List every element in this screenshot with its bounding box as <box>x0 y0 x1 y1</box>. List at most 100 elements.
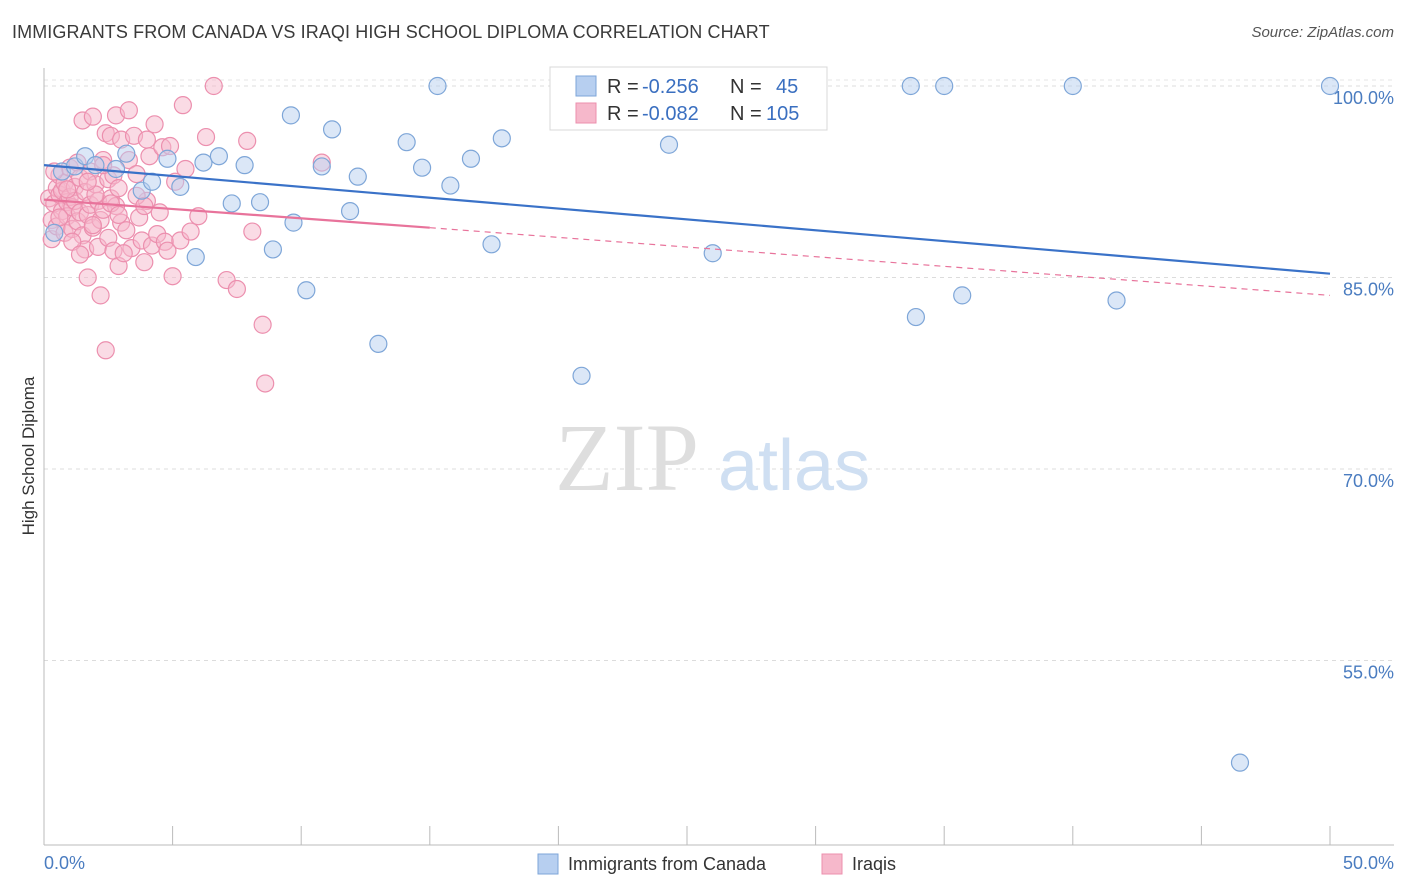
iraqis-point-78 <box>181 222 200 241</box>
trend-line-canada <box>43 164 1331 275</box>
iraqis-point-56 <box>119 101 138 120</box>
canada-point-5 <box>106 159 126 179</box>
canada-point-20 <box>297 281 316 300</box>
iraqis-point-29 <box>78 268 97 287</box>
iraqis-point-32 <box>83 107 102 126</box>
canada-point-0 <box>45 223 64 242</box>
canada-point-43 <box>1230 753 1250 772</box>
canada-point-16 <box>250 193 270 212</box>
canada-point-35 <box>703 244 722 263</box>
iraqis-point-73 <box>163 267 182 286</box>
iraqis-point-87 <box>256 374 275 393</box>
trend-line-iraqis-extension <box>429 227 1331 296</box>
canada-point-40 <box>953 286 972 305</box>
canada-point-4 <box>86 156 105 175</box>
canada-point-12 <box>194 153 213 172</box>
y-tick-labels: 100.0% 85.0% 70.0% 55.0% <box>1333 88 1394 683</box>
canada-point-9 <box>158 149 177 168</box>
canada-point-39 <box>935 76 954 96</box>
canada-point-26 <box>397 133 416 152</box>
canada-point-23 <box>340 202 360 221</box>
iraqis-point-76 <box>173 96 192 115</box>
iraqis-point-101 <box>109 205 128 225</box>
watermark-atlas: atlas <box>718 426 870 506</box>
iraqis-point-55 <box>117 221 136 240</box>
series-iraqis <box>40 76 331 393</box>
iraqis-point-52 <box>109 179 128 198</box>
iraqis-point-99 <box>137 130 156 149</box>
canada-point-27 <box>412 158 432 177</box>
y-tick-label-1: 85.0% <box>1343 280 1394 300</box>
source-credit: Source: ZipAtlas.com <box>1251 24 1394 41</box>
canada-point-37 <box>901 76 920 96</box>
legend-n-label-iraqis: N = <box>730 103 762 125</box>
iraqis-point-98 <box>114 244 133 263</box>
legend-n-value-iraqis: 105 <box>766 103 799 125</box>
bottom-legend: Immigrants from Canada Iraqis <box>537 853 896 875</box>
iraqis-point-77 <box>176 159 195 179</box>
bottom-legend-label-iraqis: Iraqis <box>852 854 896 874</box>
iraqis-point-42 <box>96 341 115 360</box>
canada-point-32 <box>492 129 511 148</box>
bottom-legend-label-canada: Immigrants from Canada <box>568 854 767 874</box>
canada-point-41 <box>1063 76 1082 96</box>
canada-point-25 <box>369 334 388 353</box>
iraqis-point-67 <box>145 115 164 134</box>
iraqis-point-86 <box>253 315 272 334</box>
iraqis-point-80 <box>196 127 216 147</box>
canada-point-13 <box>209 147 228 166</box>
iraqis-point-83 <box>227 279 246 299</box>
iraqis-point-95 <box>83 216 102 235</box>
bottom-legend-swatch-iraqis <box>821 853 843 875</box>
x-ticks <box>43 826 1331 845</box>
canada-point-17 <box>263 240 283 259</box>
canada-point-10 <box>171 177 190 196</box>
legend-swatch-canada <box>575 75 597 97</box>
canada-point-21 <box>312 157 331 176</box>
canada-point-31 <box>482 235 501 254</box>
canada-point-33 <box>572 366 591 385</box>
iraqis-point-94 <box>150 203 169 222</box>
canada-point-44 <box>1320 76 1340 96</box>
legend-r-value-canada: -0.256 <box>642 76 699 98</box>
canada-point-6 <box>117 144 136 163</box>
canada-point-15 <box>235 156 254 175</box>
canada-point-24 <box>348 167 367 186</box>
trend-line-iraqis <box>43 198 430 229</box>
y-tick-label-0: 100.0% <box>1333 88 1394 108</box>
iraqis-point-85 <box>243 222 262 241</box>
iraqis-point-63 <box>135 253 154 272</box>
y-axis-title: High School Diploma <box>19 376 38 535</box>
iraqis-point-102 <box>50 208 69 227</box>
canada-point-29 <box>441 176 460 195</box>
watermark: ZIP atlas <box>555 404 870 511</box>
legend-n-value-canada: 45 <box>776 76 798 98</box>
legend-r-label-iraqis: R = <box>607 103 639 125</box>
iraqis-point-103 <box>78 172 97 191</box>
legend-r-value-iraqis: -0.082 <box>642 103 699 125</box>
canada-point-14 <box>222 194 241 213</box>
canada-point-30 <box>461 149 481 168</box>
canada-point-42 <box>1107 291 1126 310</box>
iraqis-point-84 <box>238 131 257 150</box>
canada-point-28 <box>428 76 447 96</box>
legend-n-label-canada: N = <box>730 76 762 98</box>
canada-point-34 <box>659 135 679 154</box>
x-tick-label-max: 50.0% <box>1343 853 1394 873</box>
legend-r-label-canada: R = <box>607 76 639 98</box>
iraqis-point-96 <box>58 180 77 199</box>
bottom-legend-swatch-canada <box>537 853 559 875</box>
canada-point-22 <box>322 120 342 139</box>
chart-title: IMMIGRANTS FROM CANADA VS IRAQI HIGH SCH… <box>12 22 770 42</box>
canada-point-38 <box>906 307 926 327</box>
trend-lines <box>43 164 1331 296</box>
iraqis-point-81 <box>204 76 223 96</box>
legend-swatch-iraqis <box>575 102 597 124</box>
watermark-zip: ZIP <box>555 404 699 511</box>
y-tick-label-3: 55.0% <box>1343 663 1394 683</box>
iraqis-point-71 <box>158 241 177 260</box>
y-tick-label-2: 70.0% <box>1343 471 1394 491</box>
x-tick-label-min: 0.0% <box>44 853 85 873</box>
stats-legend: R = -0.256 N = 45 R = -0.082 N = 105 <box>549 66 828 131</box>
